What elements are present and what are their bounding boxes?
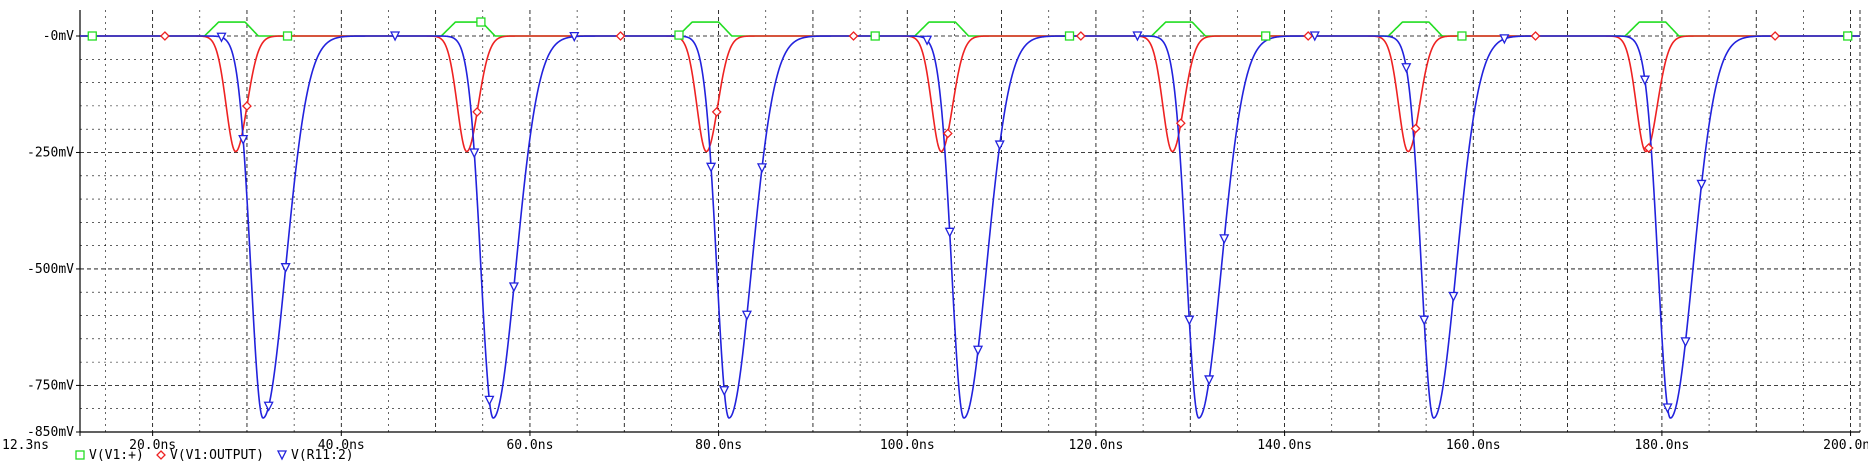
x-tick-label: 60.0ns [506, 438, 553, 453]
legend-label-2: V(V1:OUTPUT) [170, 448, 264, 463]
series-3-marker [719, 386, 730, 397]
series-3-marker [263, 401, 274, 412]
series-2-marker [1410, 123, 1421, 134]
series-3-marker [756, 163, 768, 174]
series-1-marker [674, 30, 684, 40]
series-3-marker [1696, 179, 1707, 190]
series-2-marker [615, 31, 626, 41]
series-2-marker [1530, 31, 1541, 41]
legend-marker-2 [156, 450, 166, 460]
series-3-marker [706, 162, 717, 173]
x-tick-label: 80.0ns [695, 438, 742, 453]
y-tick-label: -750mV [27, 378, 74, 393]
x-tick-label: 180.0ns [1635, 438, 1690, 453]
series-1-marker [1843, 31, 1853, 41]
series-1-marker [476, 17, 486, 27]
series-3-marker [922, 35, 933, 46]
series-line-1 [80, 21, 1860, 37]
series-3-marker [484, 395, 495, 406]
series-2-marker [1175, 118, 1186, 129]
series-line-2 [80, 35, 1860, 153]
series-2-marker [711, 106, 722, 117]
x-tick-label: 40.0ns [318, 438, 365, 453]
tick-labels: 12.3ns 20.0ns 40.0ns 60.0ns 80.0ns 100.0ns 120… [2, 29, 1868, 453]
legend-label-3: V(R11:2) [291, 448, 354, 463]
series-3-marker [1309, 31, 1320, 42]
series-3-marker [1132, 31, 1143, 42]
series-2-marker [848, 31, 859, 41]
series-3-marker [238, 134, 249, 146]
legend: V(V1:+) V(V1:OUTPUT) V(R11:2) [75, 448, 354, 463]
series-1-marker [870, 31, 880, 41]
series-3-marker [994, 140, 1005, 151]
series-3-marker [1448, 291, 1459, 302]
y-tick-label: -250mV [27, 145, 74, 160]
series-3-marker [1499, 34, 1510, 45]
series-3-marker [390, 31, 401, 42]
x-tick-label: 120.0ns [1069, 438, 1124, 453]
series-markers [87, 17, 1853, 414]
series-3-marker [972, 345, 984, 356]
legend-label-1: V(V1:+) [89, 448, 144, 463]
series-3-marker [1204, 375, 1215, 386]
series-3-marker [469, 148, 480, 159]
series-2-marker [1075, 31, 1086, 41]
series-3-marker [1639, 75, 1650, 86]
series-2-marker [1303, 31, 1314, 41]
y-tick-label: -500mV [27, 262, 74, 277]
series-line-3 [80, 35, 1860, 419]
series-2-marker [242, 101, 252, 111]
series-3-marker [1662, 403, 1673, 414]
series-traces [80, 21, 1860, 419]
x-tick-label: 100.0ns [880, 438, 935, 453]
series-3-marker [944, 227, 955, 238]
y-tick-label: -850mV [27, 425, 74, 440]
x-tick-label: 200.0ns [1823, 438, 1868, 453]
series-1-marker [1261, 31, 1271, 41]
legend-marker-3 [276, 450, 288, 461]
series-3-marker [1680, 337, 1691, 348]
series-2-marker [942, 128, 953, 139]
series-2-marker [472, 106, 483, 117]
series-3-marker [741, 310, 752, 321]
series-1-marker [282, 31, 293, 41]
series-2-marker [1770, 31, 1781, 41]
series-3-marker [216, 32, 227, 43]
series-3-marker [1219, 234, 1230, 245]
series-1-marker [1457, 31, 1467, 41]
series-3-marker [1401, 63, 1412, 74]
series-3-marker [508, 282, 519, 293]
grid [80, 10, 1860, 433]
series-1-marker [1064, 31, 1075, 41]
x-tick-label: 140.0ns [1257, 438, 1312, 453]
series-3-marker [1419, 315, 1430, 326]
series-3-marker [1184, 315, 1195, 326]
x-tick-label: 160.0ns [1446, 438, 1501, 453]
x-tick-label: 20.0ns [129, 438, 176, 453]
series-2-marker [159, 31, 170, 41]
series-3-marker [280, 263, 291, 274]
series-2-marker [1643, 143, 1654, 153]
legend-marker-1 [75, 450, 85, 460]
axes [76, 10, 1861, 436]
x-tick-label: 12.3ns [2, 438, 49, 453]
series-3-marker [569, 31, 580, 43]
y-tick-label: -0mV [43, 29, 74, 44]
series-1-marker [87, 31, 97, 41]
